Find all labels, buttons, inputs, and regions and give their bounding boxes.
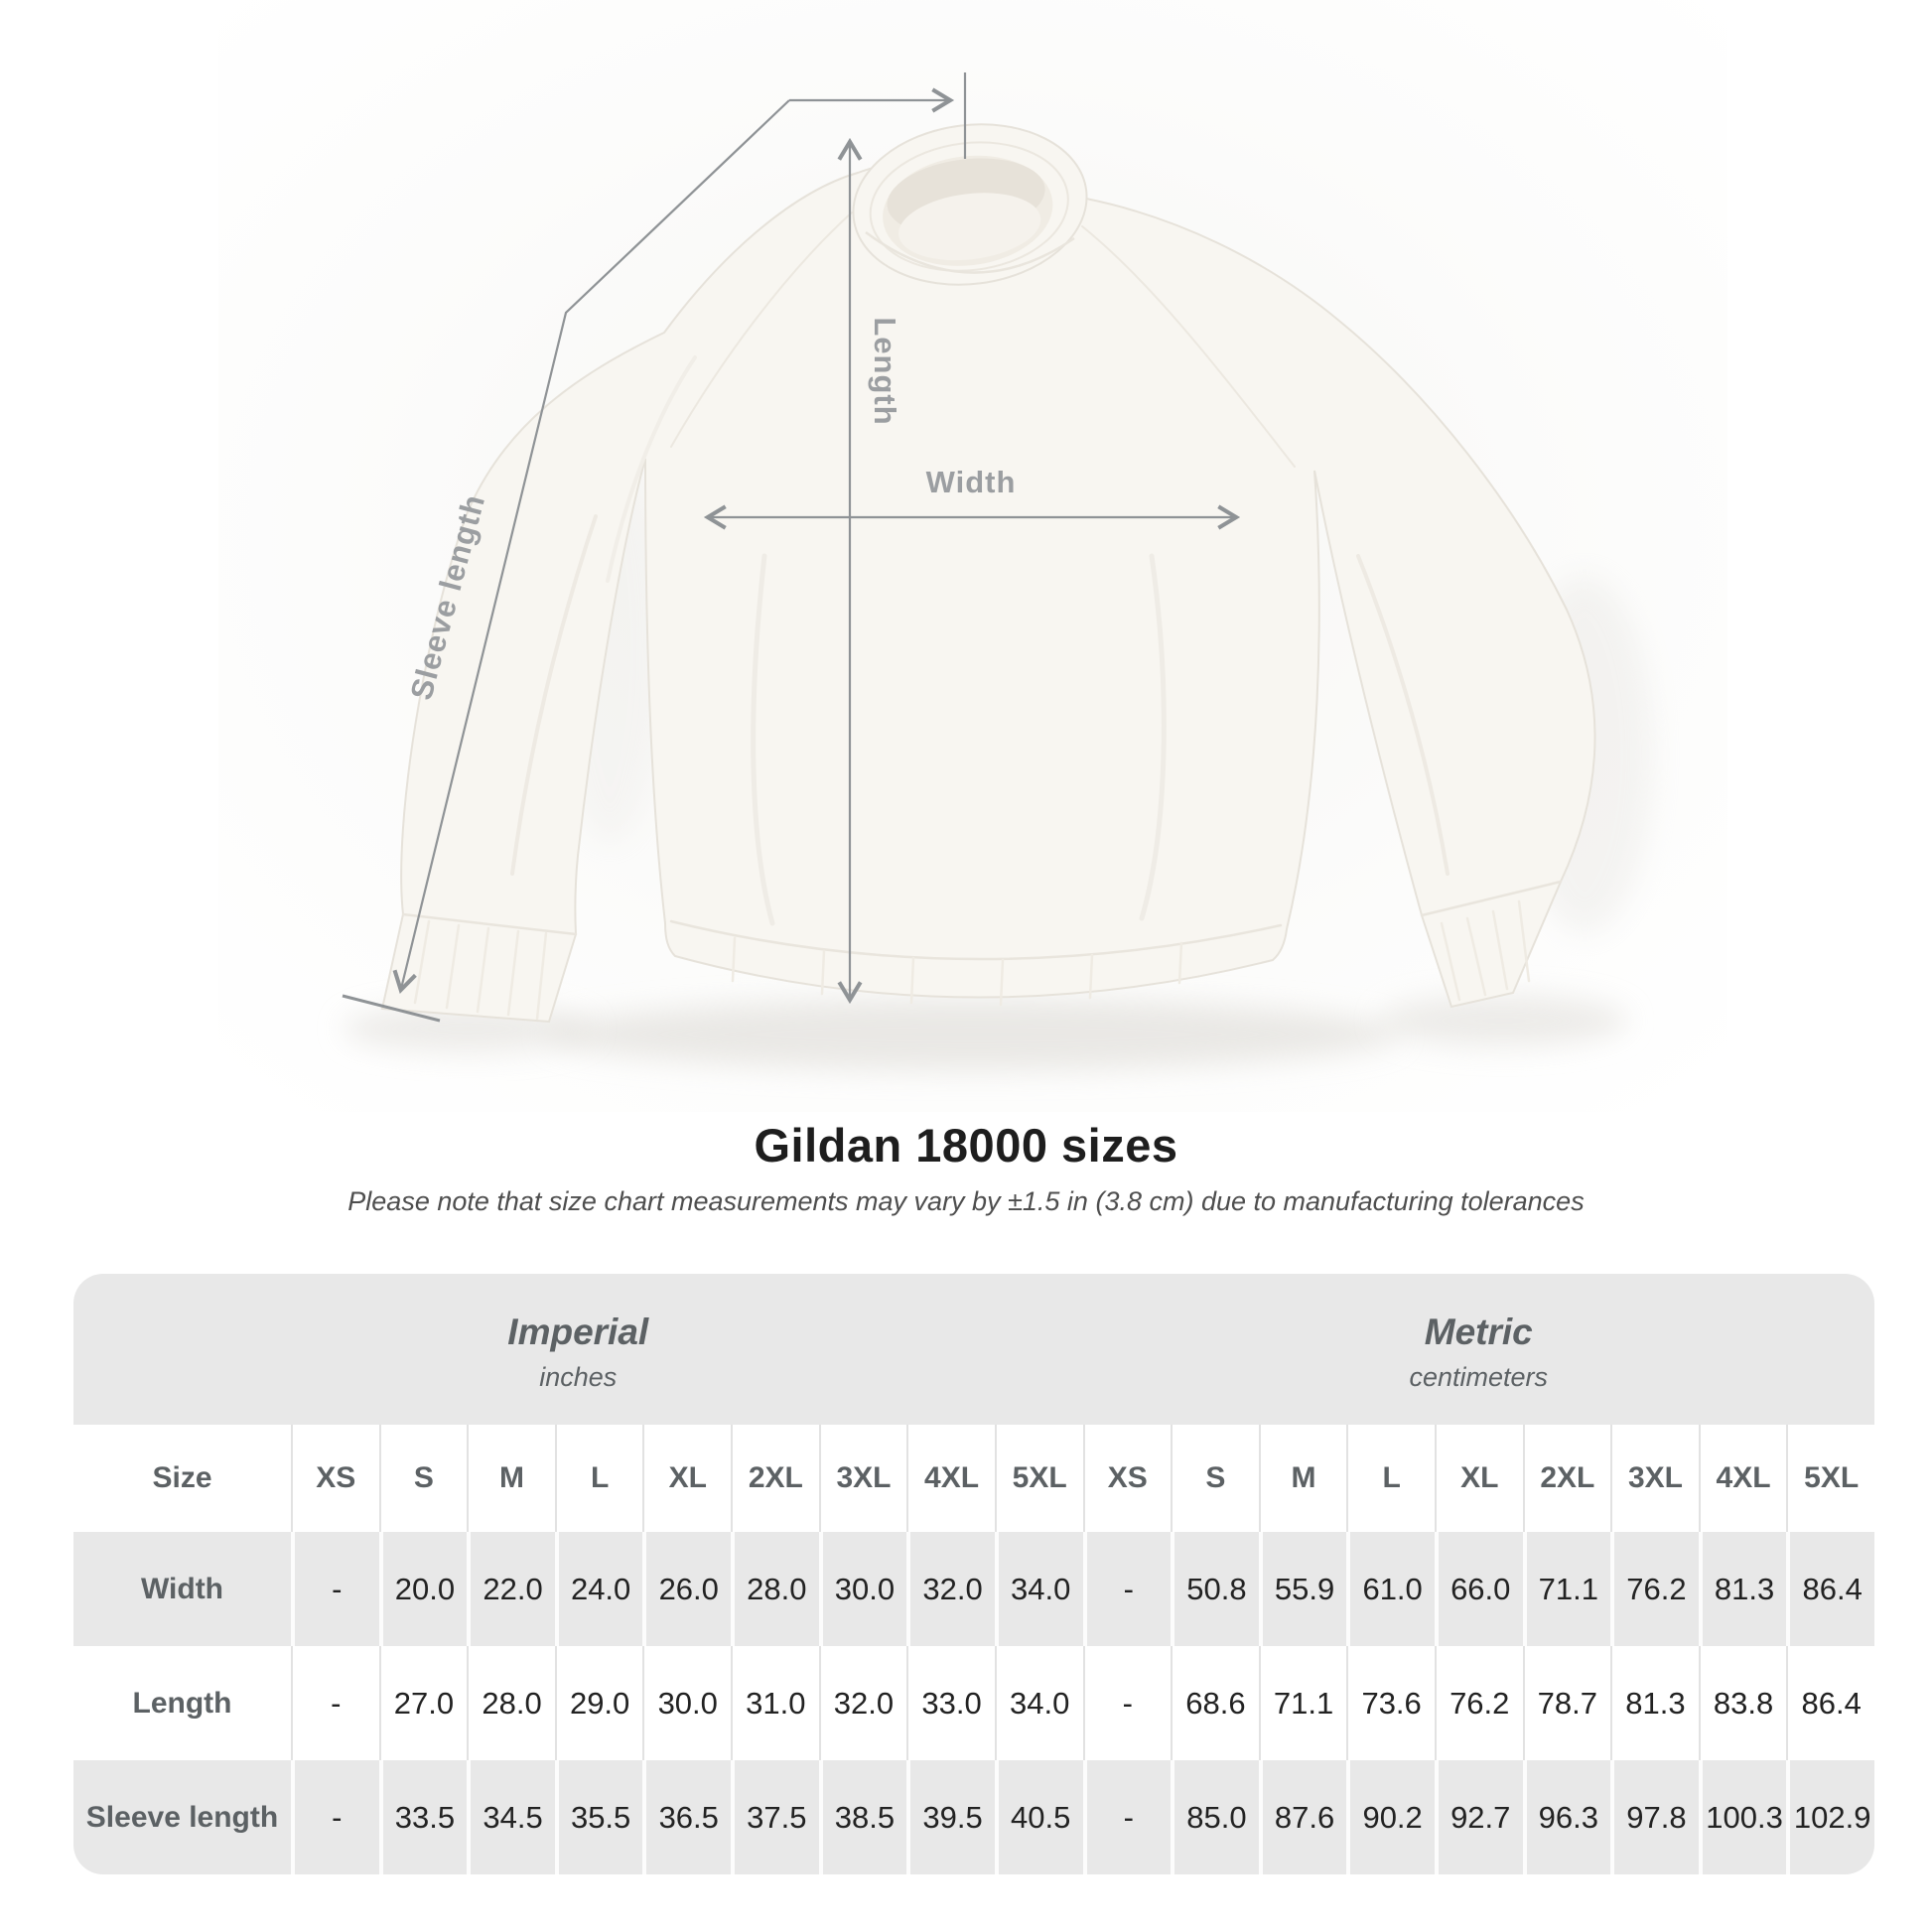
size-header-xs: XS [1082,1425,1172,1532]
table-cell: 32.0 [818,1646,907,1760]
table-cell: 26.0 [642,1532,732,1646]
table-cell: 55.9 [1258,1532,1347,1646]
size-header-l: L [554,1425,643,1532]
row-label: Length [73,1646,291,1760]
row-label: Sleeve length [73,1760,291,1874]
size-header-5xl: 5XL [1786,1425,1874,1532]
table-cell: 81.3 [1698,1532,1787,1646]
left-cuff [401,912,578,1021]
table-cell: 32.0 [906,1532,995,1646]
table-cell: 81.3 [1610,1646,1699,1760]
table-cell: 102.9 [1786,1760,1874,1874]
size-header-3xl: 3XL [818,1425,907,1532]
table-cell: 33.5 [378,1760,468,1874]
row-label: Width [73,1532,291,1646]
unit-group-name: Imperial [507,1311,649,1352]
size-header-2xl: 2XL [1522,1425,1611,1532]
table-cell: 38.5 [818,1760,907,1874]
table-cell: 40.5 [994,1760,1083,1874]
table-cell: - [1082,1760,1172,1874]
table-cell: 96.3 [1522,1760,1611,1874]
size-header-m: M [1258,1425,1347,1532]
size-column-header: Size [73,1425,291,1532]
right-cuff [1420,880,1563,1002]
table-cell: 76.2 [1434,1646,1523,1760]
page-title: Gildan 18000 sizes [754,1119,1178,1172]
collar-seam [865,230,1075,274]
sleeve-end-tick [342,994,441,1023]
table-cell: 22.0 [467,1532,555,1646]
table-cell: 27.0 [378,1646,468,1760]
table-cell: 39.5 [906,1760,995,1874]
table-cell: - [291,1532,379,1646]
table-cell: 30.0 [818,1532,907,1646]
table-cell: 71.1 [1258,1646,1347,1760]
table-cell: 90.2 [1346,1760,1435,1874]
table-cell: 35.5 [554,1760,643,1874]
table-cell: 87.6 [1258,1760,1347,1874]
table-cell: 68.6 [1171,1646,1259,1760]
table-cell: - [291,1646,379,1760]
table-cell: 78.7 [1522,1646,1611,1760]
table-cell: 86.4 [1786,1646,1874,1760]
size-header-l: L [1346,1425,1435,1532]
table-cell: 34.5 [467,1760,555,1874]
table-cell: - [291,1760,379,1874]
table-cell: 100.3 [1698,1760,1787,1874]
size-header-xl: XL [1434,1425,1523,1532]
table-cell: 20.0 [378,1532,468,1646]
table-cell: 86.4 [1786,1532,1874,1646]
width-label: Width [926,465,1017,499]
unit-group-unit: inches [539,1362,618,1392]
table-cell: - [1082,1532,1172,1646]
table-cell: 92.7 [1434,1760,1523,1874]
table-cell: 34.0 [994,1532,1083,1646]
table-cell: 61.0 [1346,1532,1435,1646]
table-cell: 73.6 [1346,1646,1435,1760]
table-cell: 33.0 [906,1646,995,1760]
unit-group-name: Metric [1424,1311,1533,1352]
size-header-s: S [1171,1425,1259,1532]
size-table: Imperial inches Metric centimeters Size XS S M L… [73,1274,1874,1874]
table-cell: 83.8 [1698,1646,1787,1760]
table-cell: 28.0 [467,1646,555,1760]
table-cell: 85.0 [1171,1760,1259,1874]
size-header-4xl: 4XL [1698,1425,1787,1532]
size-header-4xl: 4XL [906,1425,995,1532]
tolerance-note: Please note that size chart measurements… [347,1186,1585,1216]
table-cell: 34.0 [994,1646,1083,1760]
table-cell: 37.5 [731,1760,819,1874]
hem-band [669,919,1283,1007]
table-cell: - [1082,1646,1172,1760]
sweatshirt-diagram: Length Width Sleeve length [218,0,1727,1112]
size-header-s: S [378,1425,468,1532]
table-cell: 31.0 [731,1646,819,1760]
table-cell: 76.2 [1610,1532,1699,1646]
unit-group-metric: Metric centimeters [1082,1274,1874,1425]
size-header-3xl: 3XL [1610,1425,1699,1532]
product-photo: Length Width Sleeve length [218,0,1727,1112]
heading-block: Gildan 18000 sizes Please note that size… [0,1118,1932,1217]
table-cell: 97.8 [1610,1760,1699,1874]
table-cell: 29.0 [554,1646,643,1760]
size-header-5xl: 5XL [994,1425,1083,1532]
table-cell: 30.0 [642,1646,732,1760]
measurement-lines [342,72,1241,1023]
size-header-2xl: 2XL [731,1425,819,1532]
table-cell: 24.0 [554,1532,643,1646]
unit-group-unit: centimeters [1409,1362,1549,1392]
unit-group-imperial: Imperial inches [73,1274,1083,1425]
table-cell: 28.0 [731,1532,819,1646]
table-cell: 36.5 [642,1760,732,1874]
table-cell: 50.8 [1171,1532,1259,1646]
table-cell: 71.1 [1522,1532,1611,1646]
size-header-xl: XL [642,1425,732,1532]
table-cell: 66.0 [1434,1532,1523,1646]
size-header-m: M [467,1425,555,1532]
fabric-folds [510,211,1449,926]
size-header-xs: XS [291,1425,379,1532]
sleeve-length-arrow [392,99,790,994]
length-label: Length [868,317,902,425]
